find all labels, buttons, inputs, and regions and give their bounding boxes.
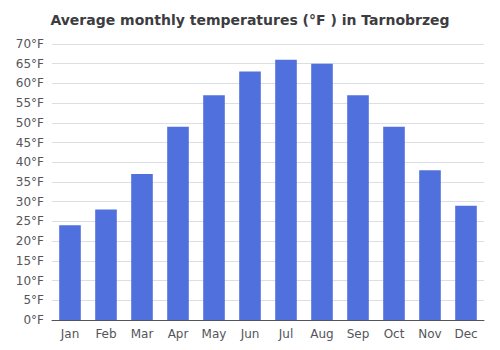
svg-text:Jun: Jun: [240, 327, 260, 341]
svg-text:5°F: 5°F: [23, 293, 44, 307]
svg-text:45°F: 45°F: [16, 136, 44, 150]
svg-text:Mar: Mar: [131, 327, 154, 341]
svg-text:Jan: Jan: [60, 327, 80, 341]
svg-text:Average monthly temperatures (: Average monthly temperatures (°F ) in Ta…: [50, 12, 449, 28]
svg-text:Apr: Apr: [168, 327, 189, 341]
svg-text:40°F: 40°F: [16, 155, 44, 169]
svg-text:10°F: 10°F: [16, 274, 44, 288]
svg-text:60°F: 60°F: [16, 76, 44, 90]
svg-text:Feb: Feb: [95, 327, 116, 341]
svg-text:70°F: 70°F: [16, 37, 44, 51]
svg-text:15°F: 15°F: [16, 254, 44, 268]
svg-text:May: May: [202, 327, 227, 341]
svg-text:0°F: 0°F: [23, 313, 44, 327]
svg-text:65°F: 65°F: [16, 57, 44, 71]
svg-text:Nov: Nov: [418, 327, 441, 341]
svg-text:55°F: 55°F: [16, 96, 44, 110]
svg-text:Jul: Jul: [278, 327, 293, 341]
svg-text:Oct: Oct: [384, 327, 405, 341]
svg-text:Sep: Sep: [347, 327, 370, 341]
svg-text:20°F: 20°F: [16, 234, 44, 248]
svg-text:30°F: 30°F: [16, 195, 44, 209]
svg-text:25°F: 25°F: [16, 214, 44, 228]
svg-text:Dec: Dec: [454, 327, 477, 341]
svg-text:35°F: 35°F: [16, 175, 44, 189]
svg-text:50°F: 50°F: [16, 116, 44, 130]
svg-text:Aug: Aug: [310, 327, 333, 341]
